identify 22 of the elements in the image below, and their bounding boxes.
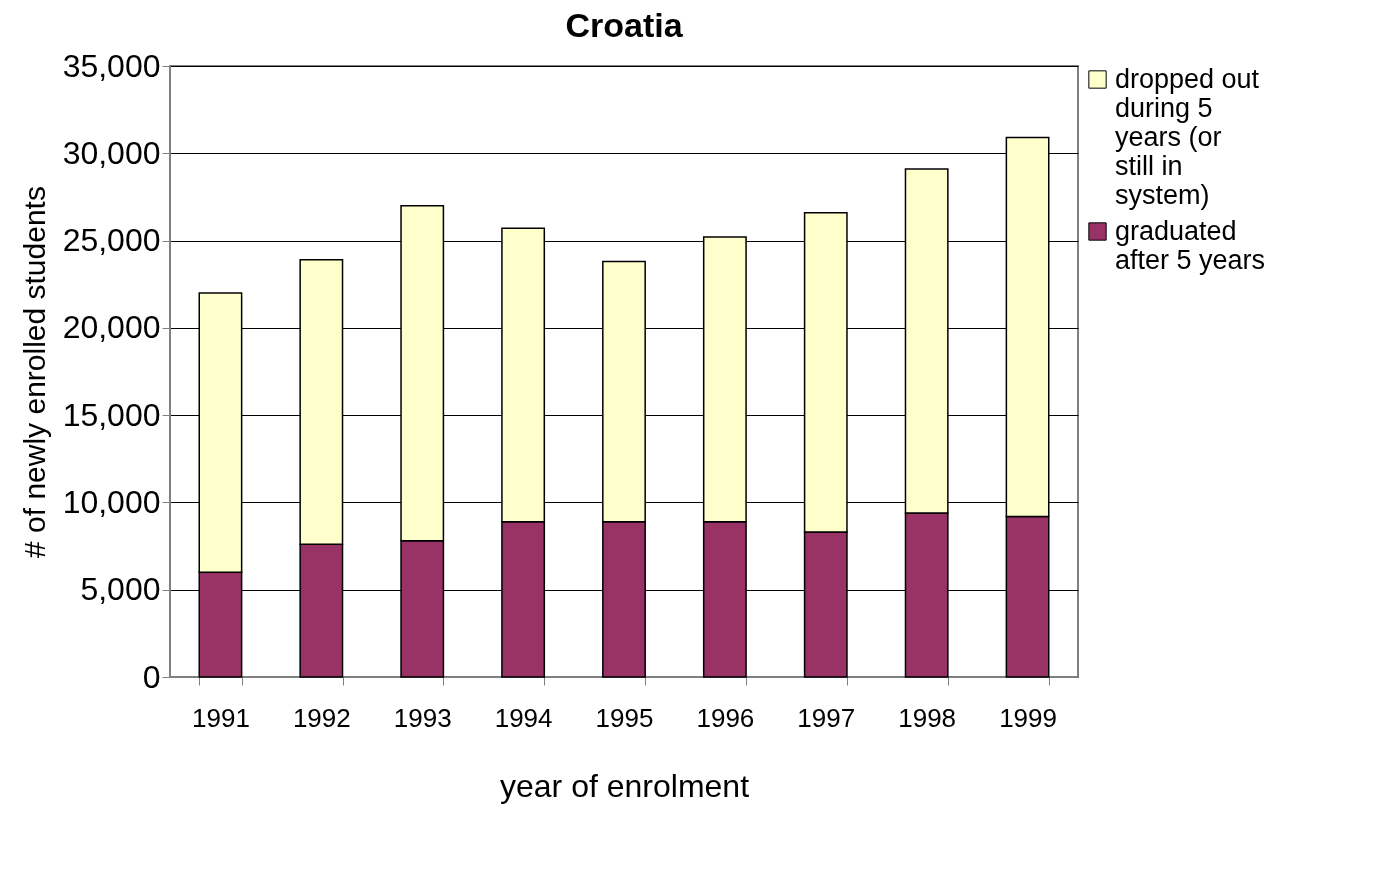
x-tick-label: 1999 [999,702,1057,733]
x-tick-label: 1996 [696,702,755,733]
x-axis-title: year of enrolment [499,767,750,804]
x-tick-label: 1992 [292,702,351,733]
y-axis-title: # of newly enrolled students [17,186,51,558]
y-tick-label: 5,000 [80,571,161,608]
y-tick-label: 10,000 [62,483,161,520]
y-tick-label: 30,000 [62,134,161,171]
chart-title: Croatia [565,6,684,44]
x-tick-label: 1998 [898,702,957,733]
legend-label: graduated after 5 years [1115,215,1266,275]
x-tick-label: 1993 [393,702,452,733]
y-tick-label: 25,000 [62,222,161,259]
x-tick-label: 1991 [192,702,250,733]
x-tick-label: 1997 [797,702,856,733]
y-tick-label: 20,000 [62,309,161,346]
legend-label: dropped out during 5 years (or still in system) [1115,63,1260,210]
y-tick-label: 15,000 [62,396,161,433]
x-tick-label: 1994 [494,702,553,733]
y-tick-label: 35,000 [62,47,161,84]
y-tick-label: 0 [142,658,161,695]
x-tick-label: 1995 [595,702,654,733]
